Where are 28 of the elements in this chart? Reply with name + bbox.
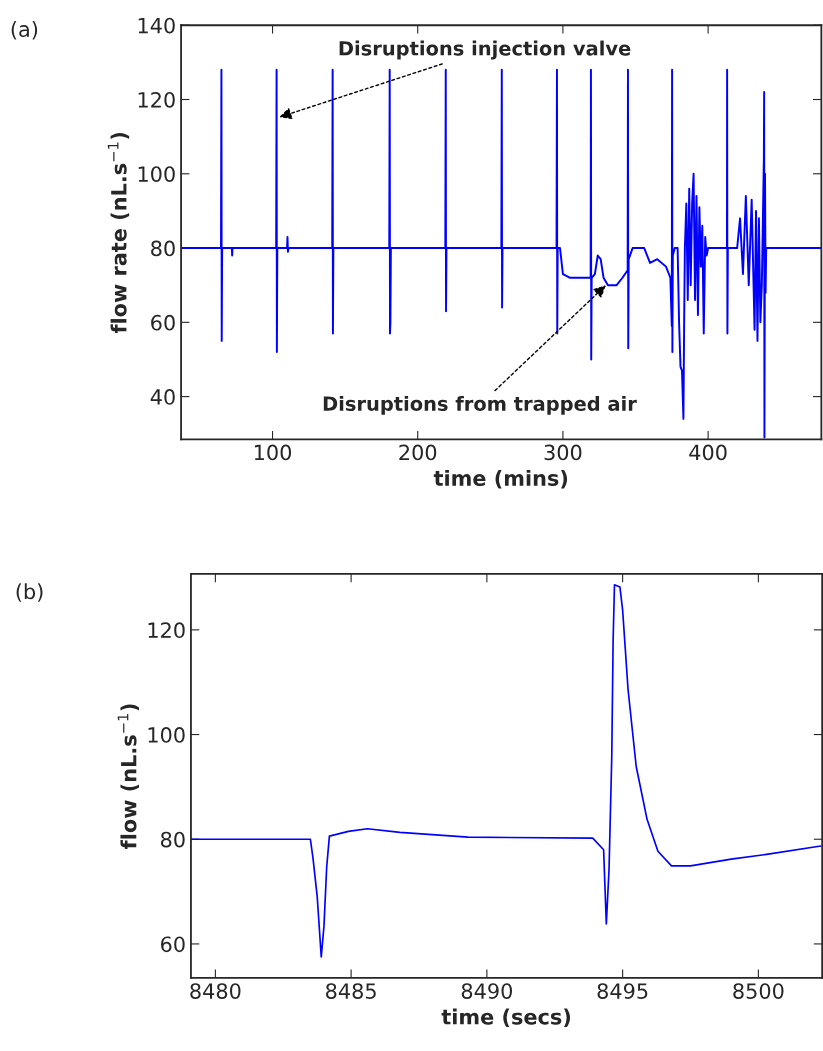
y-tick-label: 60 <box>161 936 185 953</box>
x-axis-title: time (secs) <box>441 1008 571 1028</box>
text: (a) <box>11 20 38 40</box>
y-tick-label: 120 <box>148 622 185 639</box>
y-tick-label: 100 <box>138 166 175 182</box>
y-tick-label: 40 <box>150 389 175 405</box>
annotation: Disruptions from trapped air <box>323 395 637 415</box>
y-tick-label: 80 <box>151 240 175 257</box>
x-axis-title: time (mins) <box>433 469 568 489</box>
y-tick-label: 60 <box>151 314 175 331</box>
x-tick-label: 8480 <box>190 983 241 999</box>
x-tick-label: 8495 <box>597 983 648 999</box>
x-tick-label: 8485 <box>326 983 376 999</box>
annotation: Disruptions injection valve <box>339 40 631 60</box>
y-axis-title: flow (nL.s$^{−1}$) <box>117 704 140 849</box>
x-tick-label: 300 <box>544 444 582 461</box>
y-tick-label: 100 <box>148 727 185 743</box>
x-tick-label: 8490 <box>461 983 512 999</box>
y-axis-title: flow rate (nL.s$^{−1}$) <box>107 132 130 334</box>
y-tick-label: 120 <box>138 91 175 108</box>
y-tick-label: 140 <box>138 17 175 34</box>
line-series <box>190 584 822 958</box>
y-tick-label: 80 <box>160 831 185 848</box>
x-tick-label: 8500 <box>733 983 784 999</box>
x-tick-label: 100 <box>254 444 292 461</box>
x-tick-label: 400 <box>689 444 727 461</box>
x-tick-label: 200 <box>399 444 437 461</box>
text: (b) <box>16 583 43 602</box>
